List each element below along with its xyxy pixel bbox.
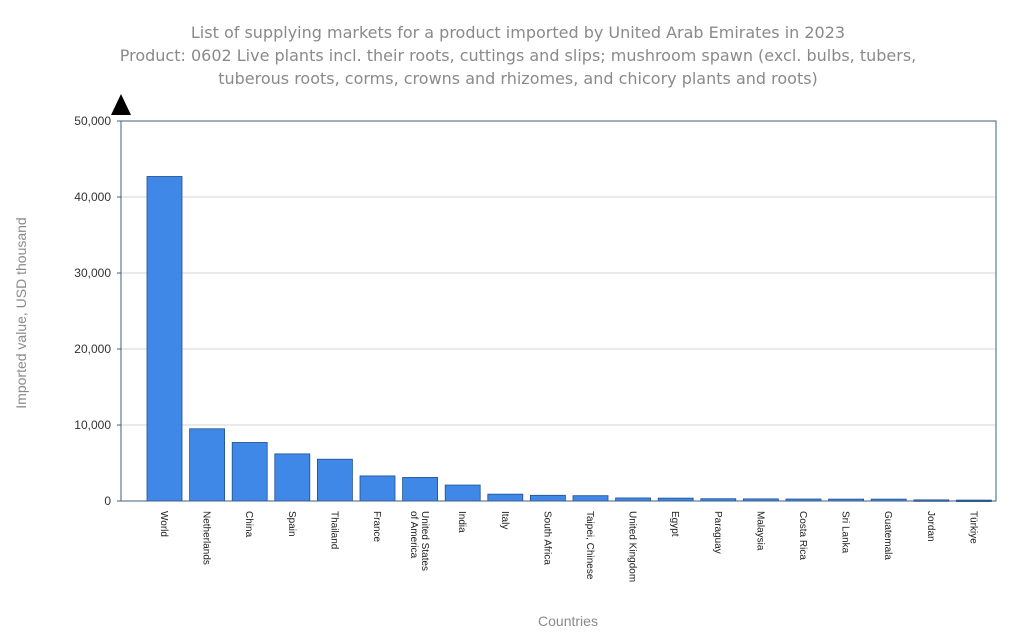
bar	[316, 458, 353, 502]
x-tick-label-line: Thailand	[328, 511, 339, 549]
bar	[487, 493, 524, 502]
x-tick-label-line: South Africa	[541, 511, 552, 565]
x-tick-label-line: Taipei, Chinese	[584, 511, 595, 580]
x-tick-label-line: Egypt	[669, 511, 680, 537]
y-tick-label: 30,000	[74, 266, 111, 280]
x-tick-label: United Statesof America	[408, 511, 430, 571]
plot-area-border	[120, 120, 997, 502]
y-axis-ticks: 0 10,000 20,000 30,000 40,000 50,000	[74, 114, 121, 508]
x-tick-label-line: Paraguay	[712, 511, 723, 554]
x-tick-label: Türkiye	[967, 511, 978, 544]
chart-title-line: Product: 0602 Live plants incl. their ro…	[120, 46, 917, 65]
bar	[146, 176, 183, 502]
x-tick-label: Malaysia	[754, 511, 765, 551]
x-tick-label: United Kingdom	[627, 511, 638, 582]
y-tick-label: 40,000	[74, 190, 111, 204]
x-tick-label-line: France	[371, 511, 382, 543]
x-tick-label: Sri Lanka	[840, 511, 851, 554]
x-tick-label-line: World	[158, 511, 169, 537]
x-tick-label-line: Netherlands	[201, 511, 212, 565]
x-tick-label-line: India	[456, 511, 467, 533]
x-tick-label-line: Jordan	[925, 511, 936, 542]
x-tick-label-line: Malaysia	[754, 511, 765, 551]
x-tick-label-line: of America	[408, 511, 419, 559]
x-tick-label: South Africa	[541, 511, 552, 565]
x-tick-label: Jordan	[925, 511, 936, 542]
x-tick-label: Thailand	[328, 511, 339, 549]
bar	[402, 477, 439, 502]
x-tick-label: France	[371, 511, 382, 543]
x-tick-label-line: Spain	[286, 511, 297, 537]
gridlines	[121, 120, 996, 426]
x-tick-label-line: United Kingdom	[627, 511, 638, 582]
x-tick-label-line: Costa Rica	[797, 511, 808, 560]
x-tick-label: Italy	[499, 511, 510, 529]
y-axis-arrow-icon	[111, 94, 131, 115]
x-tick-label: Guatemala	[882, 511, 893, 560]
x-tick-label: Egypt	[669, 511, 680, 537]
bars	[146, 176, 992, 502]
y-axis-title: Imported value, USD thousand	[13, 217, 29, 408]
chart-title: List of supplying markets for a product …	[120, 23, 917, 88]
y-tick-label: 10,000	[74, 418, 111, 432]
bar	[359, 475, 396, 502]
x-axis-title: Countries	[538, 613, 598, 629]
x-tick-label-line: Guatemala	[882, 511, 893, 560]
x-tick-label: Taipei, Chinese	[584, 511, 595, 580]
x-tick-label: Spain	[286, 511, 297, 537]
bar	[530, 494, 566, 502]
x-tick-label: World	[158, 511, 169, 537]
y-tick-label: 0	[104, 494, 111, 508]
x-tick-label: Netherlands	[201, 511, 212, 565]
x-tick-label: Costa Rica	[797, 511, 808, 560]
x-tick-label: India	[456, 511, 467, 533]
chart-title-line: List of supplying markets for a product …	[191, 23, 845, 42]
x-tick-label-line: Türkiye	[967, 511, 978, 544]
y-tick-label: 50,000	[74, 114, 111, 128]
y-tick-label: 20,000	[74, 342, 111, 356]
x-tick-label: Paraguay	[712, 511, 723, 554]
x-axis-ticks: World Netherlands China Spain Thailand France…	[158, 511, 978, 582]
x-tick-label-line: Italy	[499, 511, 510, 529]
x-tick-label: China	[243, 511, 254, 538]
bar	[274, 453, 311, 502]
x-tick-label-line: China	[243, 511, 254, 538]
bar	[189, 428, 226, 502]
chart-title-line: tuberous roots, corms, crowns and rhizom…	[218, 69, 818, 88]
bar	[231, 442, 268, 502]
x-tick-label-line: Sri Lanka	[840, 511, 851, 554]
bar	[572, 495, 609, 502]
bar	[444, 484, 481, 502]
x-tick-label-line: United States	[419, 511, 430, 571]
